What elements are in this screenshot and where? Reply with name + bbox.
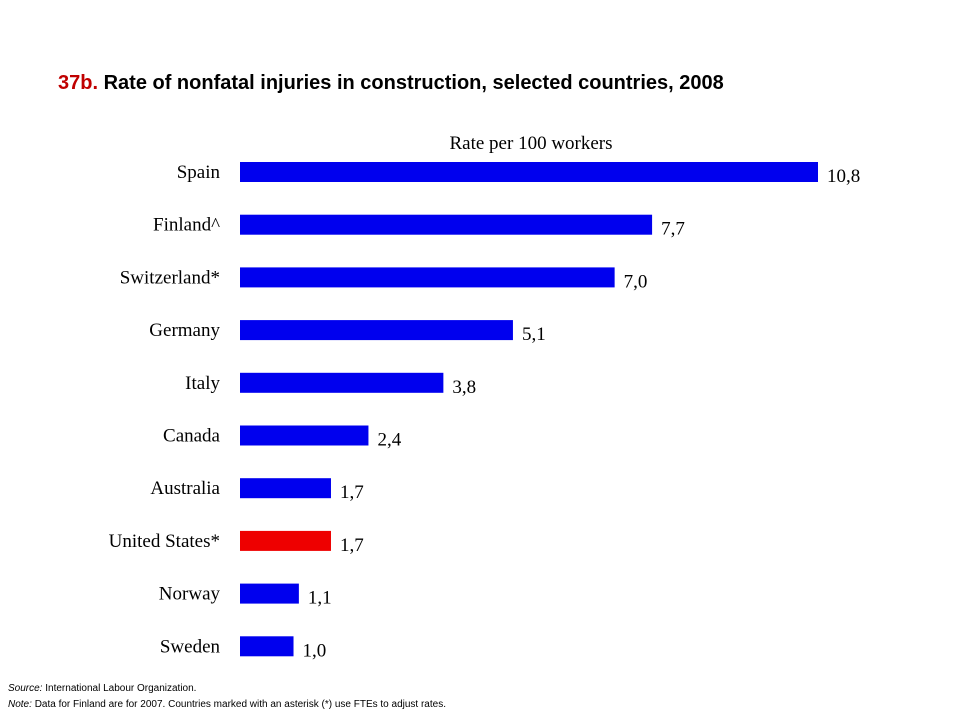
value-label: 5,1	[522, 324, 546, 345]
source-label: Source:	[8, 683, 43, 694]
bar	[240, 214, 653, 235]
value-label: 7,0	[624, 271, 648, 292]
value-label: 1,7	[340, 535, 364, 556]
category-label: Australia	[150, 478, 220, 499]
bars-group: Spain 10,8 Finland^ 7,7 Switzerland* 7,0 Germa…	[109, 162, 860, 661]
source-note: Source: International Labour Organizatio…	[8, 683, 196, 694]
category-label: Finland^	[153, 215, 220, 236]
value-label: 3,8	[452, 377, 476, 398]
category-label: Germany	[149, 320, 220, 341]
chart-title-text: Rate of nonfatal injuries in constructio…	[103, 72, 724, 94]
category-label: Spain	[177, 162, 221, 183]
bar	[240, 372, 444, 393]
value-label: 7,7	[661, 219, 685, 240]
value-label: 2,4	[377, 430, 401, 451]
value-label: 10,8	[827, 166, 860, 187]
bar	[240, 320, 513, 341]
source-text: International Labour Organization.	[45, 683, 197, 694]
axis-title: Rate per 100 workers	[449, 133, 612, 154]
bar	[240, 636, 294, 657]
category-label: Switzerland*	[120, 267, 220, 288]
value-label: 1,1	[308, 588, 332, 609]
bar-chart: Rate per 100 workers Spain 10,8 Finland^ 7,…	[109, 133, 861, 661]
value-label: 1,7	[340, 482, 364, 503]
footnote: Note: Data for Finland are for 2007. Cou…	[8, 699, 446, 710]
category-label: Canada	[163, 426, 221, 447]
category-label: Norway	[159, 584, 221, 605]
bar	[240, 162, 818, 182]
bar	[240, 583, 299, 604]
category-label: United States*	[109, 531, 220, 552]
note-label: Note:	[8, 699, 32, 710]
bar	[240, 267, 615, 288]
category-label: Sweden	[160, 636, 221, 657]
chart-title-number: 37b.	[58, 72, 99, 94]
bar	[240, 478, 331, 499]
category-label: Italy	[185, 373, 220, 394]
bar	[240, 425, 369, 446]
value-label: 1,0	[303, 640, 327, 661]
bar	[240, 530, 331, 551]
note-text: Data for Finland are for 2007. Countries…	[34, 699, 446, 710]
chart-title: 37b. Rate of nonfatal injuries in constr…	[58, 72, 938, 95]
